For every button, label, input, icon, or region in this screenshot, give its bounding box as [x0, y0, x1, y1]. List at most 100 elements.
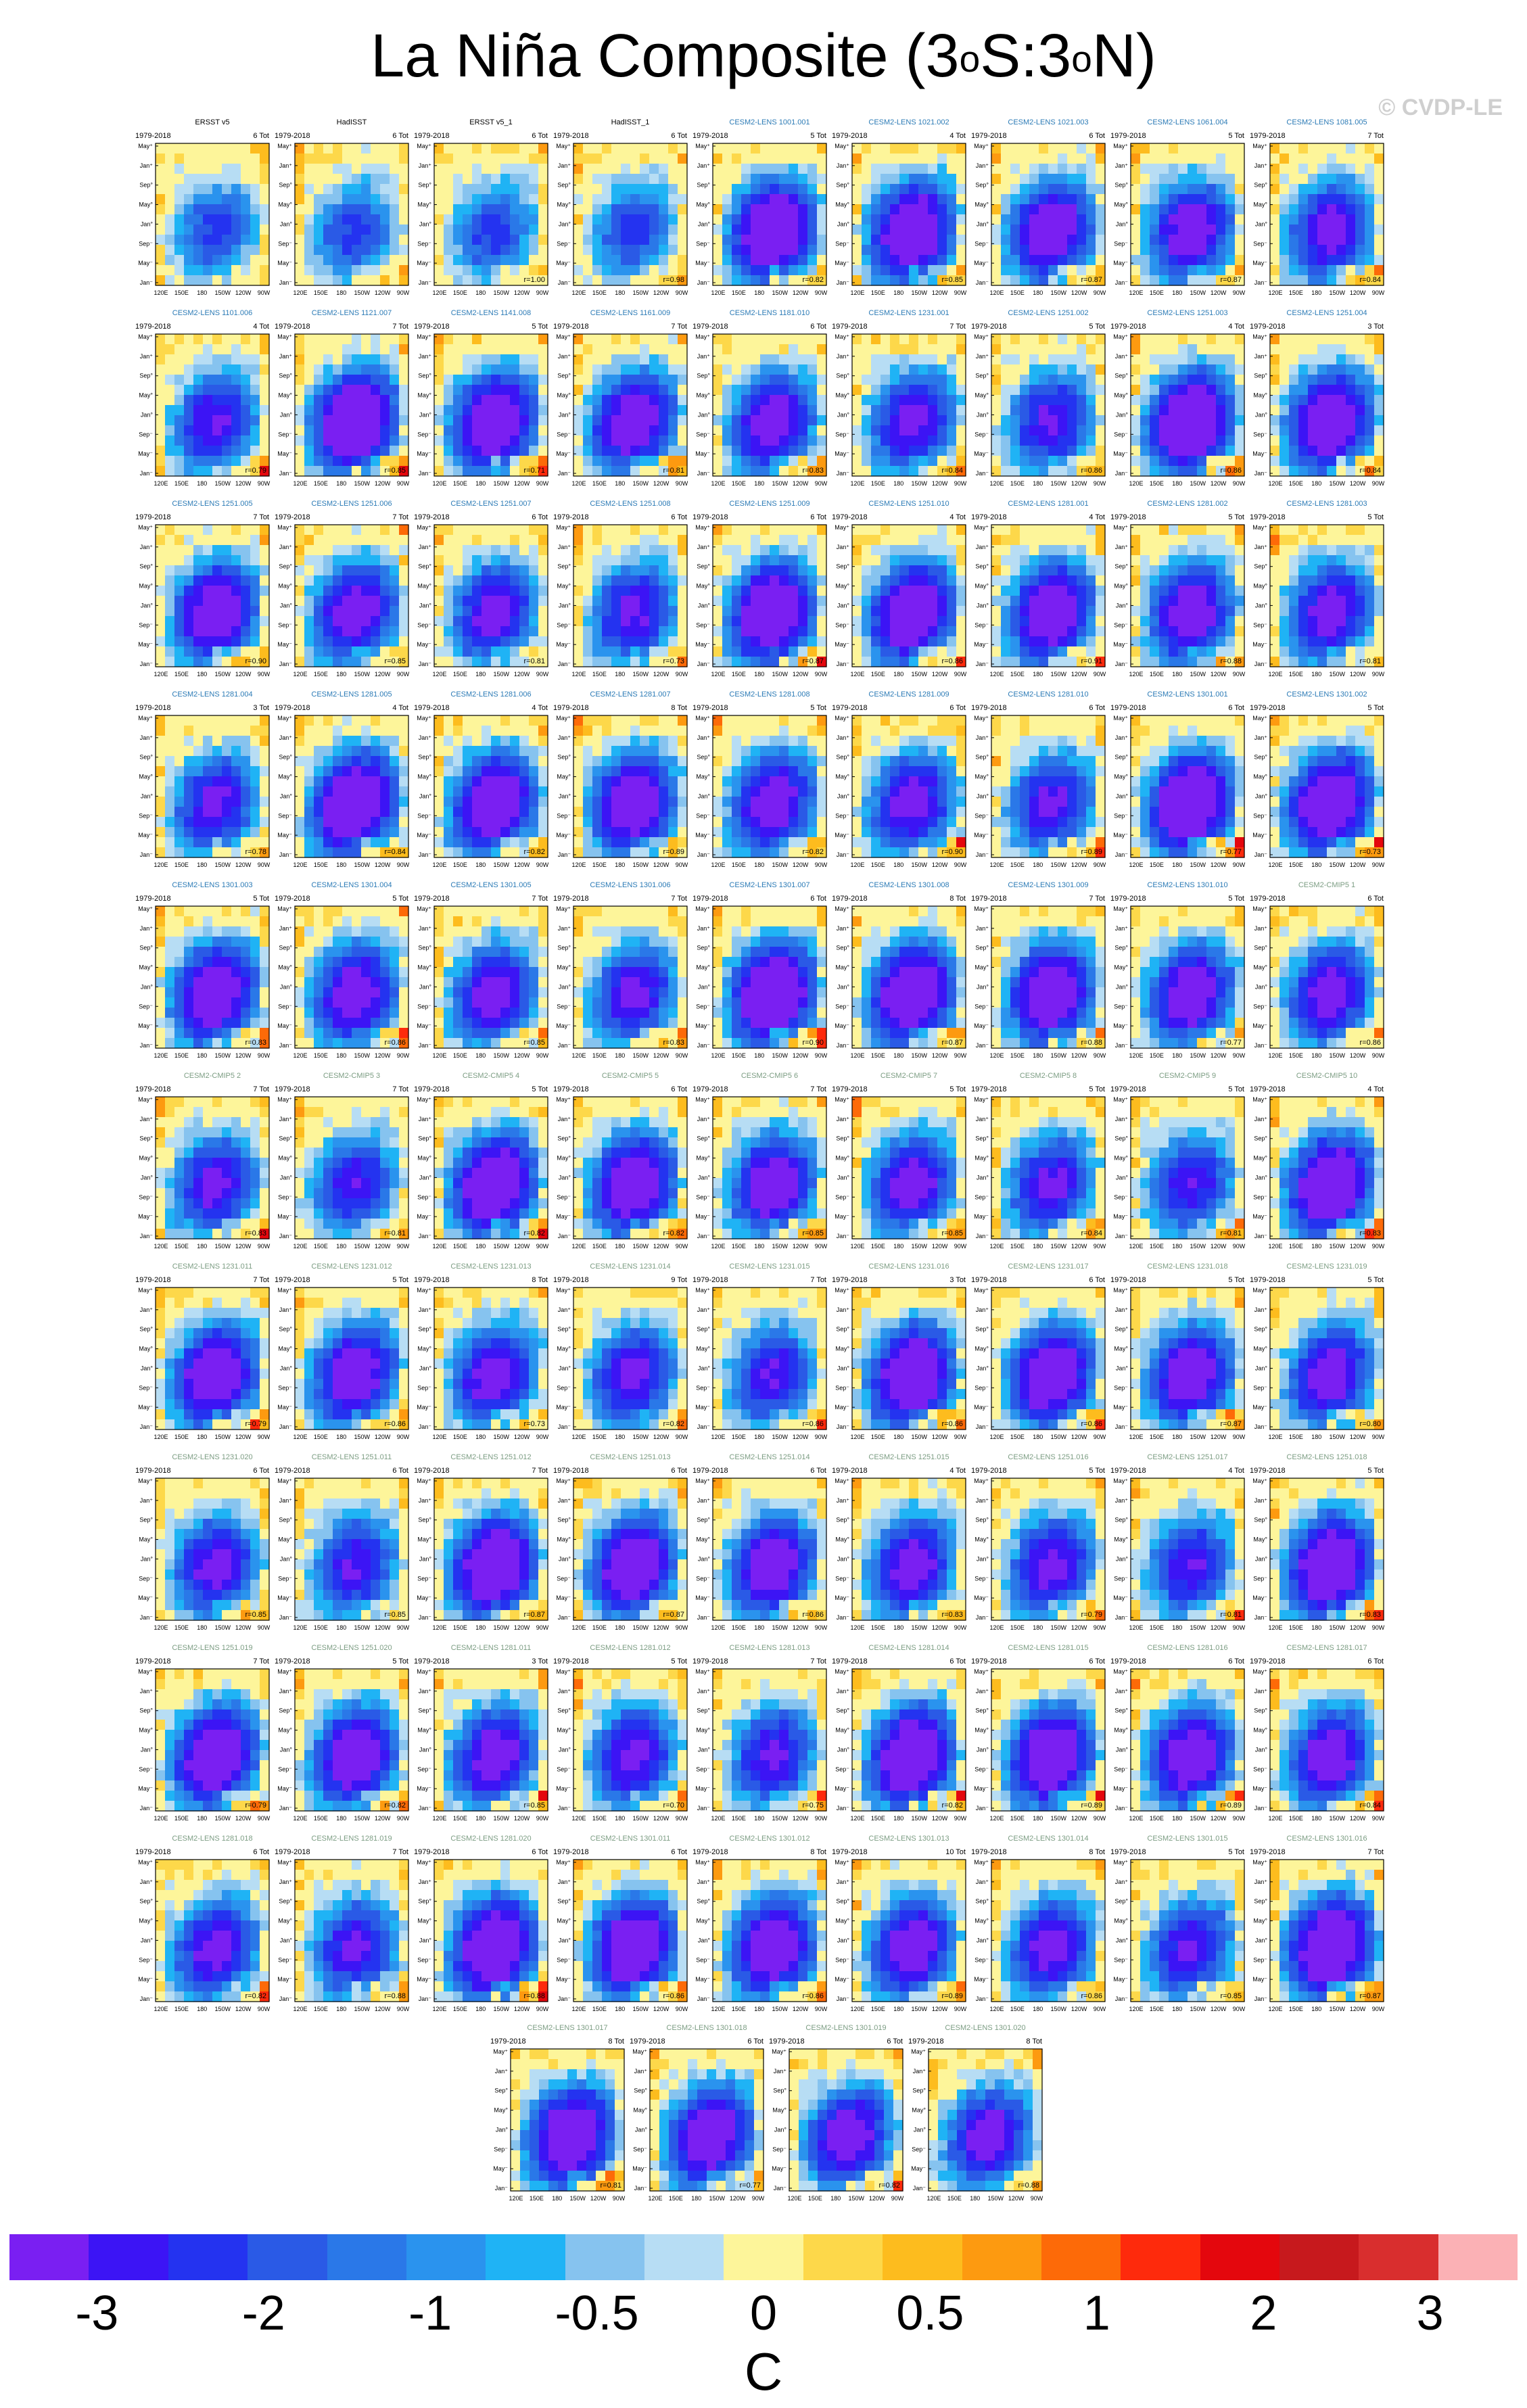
anomaly-cell	[165, 616, 175, 627]
anomaly-cell	[779, 425, 789, 436]
anomaly-cell	[798, 385, 808, 396]
anomaly-cell	[852, 446, 862, 456]
anomaly-cell	[510, 415, 520, 426]
anomaly-cell	[1298, 466, 1309, 477]
anomaly-cell	[760, 245, 770, 256]
anomaly-cell	[250, 425, 260, 436]
panel-y-tick: Sep°	[836, 182, 849, 189]
anomaly-cell	[519, 204, 530, 215]
anomaly-cell	[1178, 235, 1188, 245]
anomaly-cell	[1298, 184, 1309, 195]
anomaly-cell	[1169, 395, 1179, 406]
anomaly-cell	[1140, 565, 1150, 576]
anomaly-cell	[1048, 235, 1058, 245]
anomaly-cell	[649, 545, 659, 556]
anomaly-cell	[231, 446, 241, 456]
anomaly-cell	[1327, 354, 1337, 365]
anomaly-cell	[1289, 385, 1299, 396]
anomaly-cell	[491, 466, 501, 477]
anomaly-cell	[333, 385, 343, 396]
anomaly-cell	[212, 225, 222, 235]
panel-title: CESM2-LENS 1121.007	[312, 309, 392, 317]
panel-y-tick: Jan⁻	[279, 661, 293, 667]
anomaly-cell	[713, 446, 723, 456]
anomaly-cell	[472, 657, 482, 667]
panel-period: 1979-2018	[971, 323, 1007, 331]
anomaly-cell	[880, 275, 891, 286]
anomaly-cell	[1216, 214, 1226, 225]
anomaly-cell	[174, 596, 185, 607]
anomaly-cell	[1355, 204, 1365, 215]
anomaly-cell	[390, 143, 400, 154]
anomaly-cell	[1067, 143, 1077, 154]
anomaly-cell	[611, 525, 621, 536]
anomaly-cell	[741, 235, 751, 245]
anomaly-cell	[463, 405, 473, 416]
anomaly-cell	[1235, 225, 1245, 235]
anomaly-cell	[602, 385, 612, 396]
anomaly-cell	[1298, 364, 1309, 375]
anomaly-cell	[909, 385, 919, 396]
anomaly-cell	[529, 194, 539, 205]
anomaly-cell	[678, 164, 688, 174]
panel-title: CESM2-LENS 1251.006	[311, 500, 392, 508]
anomaly-cell	[1039, 646, 1049, 657]
anomaly-cell	[1317, 364, 1328, 375]
panel-x-tick: 90W	[676, 671, 688, 678]
anomaly-cell	[956, 646, 966, 657]
anomaly-cell	[817, 606, 827, 617]
anomaly-cell	[212, 555, 222, 566]
anomaly-cell	[212, 626, 222, 637]
anomaly-cell	[798, 184, 808, 195]
anomaly-cell	[1058, 385, 1068, 396]
panel-period: 1979-2018	[275, 323, 310, 331]
anomaly-cell	[1067, 555, 1077, 566]
anomaly-cell	[817, 575, 827, 586]
anomaly-cell	[1178, 385, 1188, 396]
anomaly-cell	[193, 225, 204, 235]
panel-x-tick: 150W	[214, 289, 231, 296]
anomaly-cell	[241, 255, 251, 266]
anomaly-cell	[1225, 545, 1236, 556]
anomaly-cell	[659, 344, 669, 355]
anomaly-cell	[1077, 575, 1087, 586]
anomaly-cell	[659, 214, 669, 225]
anomaly-cell	[212, 375, 222, 385]
anomaly-cell	[947, 415, 957, 426]
anomaly-cell	[444, 174, 454, 185]
anomaly-cell	[250, 255, 260, 266]
anomaly-cell	[1048, 194, 1058, 205]
anomaly-cell	[529, 255, 539, 266]
anomaly-cell	[1159, 415, 1169, 426]
anomaly-cell	[193, 555, 204, 566]
anomaly-cell	[899, 255, 910, 266]
panel-x-tick: 120E	[1129, 289, 1143, 296]
anomaly-cell	[453, 606, 463, 617]
anomaly-cell	[165, 344, 175, 355]
anomaly-cell	[1188, 265, 1198, 276]
anomaly-cell	[807, 575, 818, 586]
anomaly-cell	[789, 456, 799, 467]
anomaly-cell	[1067, 235, 1077, 245]
anomaly-cell	[1216, 415, 1226, 426]
anomaly-cell	[1289, 255, 1299, 266]
anomaly-cell	[732, 596, 742, 607]
panel-x-tick: 120E	[293, 289, 307, 296]
anomaly-cell	[1029, 204, 1039, 215]
anomaly-cell	[510, 636, 520, 647]
anomaly-cell	[880, 606, 891, 617]
anomaly-cell	[602, 425, 612, 436]
anomaly-cell	[583, 525, 593, 536]
anomaly-cell	[899, 354, 910, 365]
anomaly-cell	[1096, 446, 1106, 456]
anomaly-cell	[947, 364, 957, 375]
anomaly-cell	[956, 446, 966, 456]
anomaly-cell	[592, 657, 603, 667]
anomaly-cell	[342, 334, 352, 345]
anomaly-cell	[519, 606, 530, 617]
anomaly-cell	[491, 657, 501, 667]
anomaly-cell	[1020, 194, 1030, 205]
composite-panel: CESM2-LENS 1251.0021979-2018 5 TotMay⁺Jan…	[971, 309, 1106, 487]
anomaly-cell	[852, 334, 862, 345]
anomaly-cell	[1039, 354, 1049, 365]
